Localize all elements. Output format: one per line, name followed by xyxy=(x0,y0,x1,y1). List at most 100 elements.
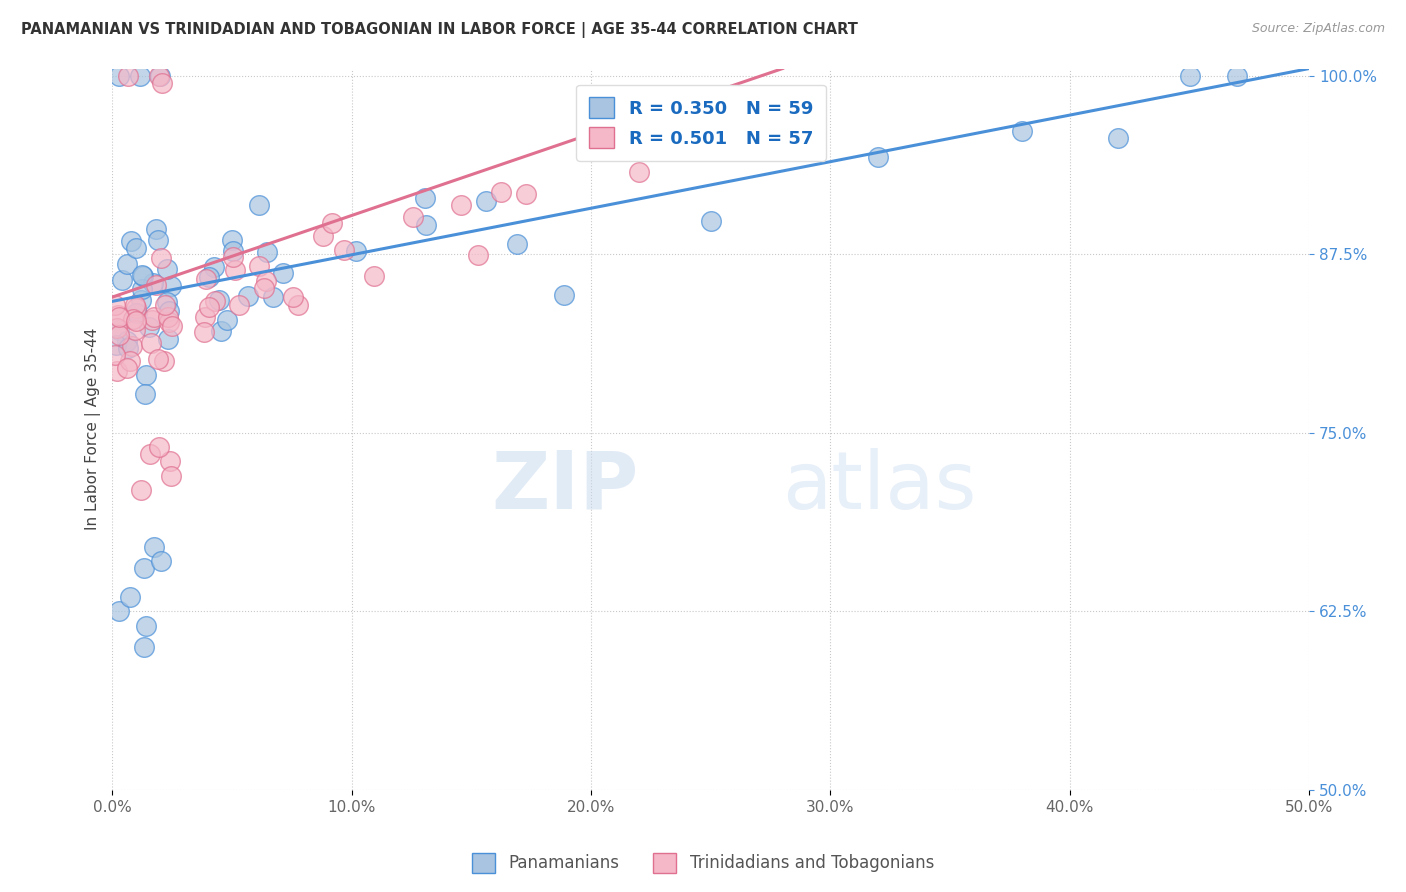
Point xyxy=(107,323,129,337)
Point xyxy=(489,185,512,199)
Point xyxy=(148,440,170,454)
Point xyxy=(475,194,498,209)
Point xyxy=(135,618,157,632)
Point xyxy=(194,271,217,285)
Point xyxy=(139,336,162,351)
Point xyxy=(149,69,172,83)
Point xyxy=(157,332,180,346)
Point xyxy=(228,298,250,312)
Point xyxy=(138,320,160,334)
Point xyxy=(150,76,173,90)
Point xyxy=(221,250,243,264)
Point xyxy=(131,282,153,296)
Point xyxy=(108,604,131,618)
Point xyxy=(159,454,181,468)
Point xyxy=(450,197,472,211)
Point xyxy=(1011,124,1033,138)
Point xyxy=(146,233,169,247)
Point xyxy=(506,236,529,251)
Text: PANAMANIAN VS TRINIDADIAN AND TOBAGONIAN IN LABOR FORCE | AGE 35-44 CORRELATION : PANAMANIAN VS TRINIDADIAN AND TOBAGONIAN… xyxy=(21,22,858,38)
Point xyxy=(160,279,183,293)
Point xyxy=(156,310,179,324)
Point xyxy=(224,263,246,277)
Point xyxy=(117,360,139,375)
Point xyxy=(104,348,127,362)
Text: Source: ZipAtlas.com: Source: ZipAtlas.com xyxy=(1251,22,1385,36)
Point xyxy=(402,210,425,224)
Point xyxy=(124,298,146,312)
Point xyxy=(107,308,129,322)
Legend: R = 0.350   N = 59, R = 0.501   N = 57: R = 0.350 N = 59, R = 0.501 N = 57 xyxy=(576,85,825,161)
Point xyxy=(157,315,180,329)
Point xyxy=(321,216,343,230)
Point xyxy=(153,353,176,368)
Point xyxy=(122,312,145,326)
Point xyxy=(105,320,128,334)
Point xyxy=(142,276,165,290)
Point xyxy=(145,277,167,292)
Point xyxy=(262,290,284,304)
Point xyxy=(1107,130,1129,145)
Point xyxy=(1226,69,1249,83)
Point xyxy=(194,310,217,324)
Point xyxy=(162,318,184,333)
Point xyxy=(149,554,172,568)
Point xyxy=(104,298,127,312)
Point xyxy=(344,244,367,259)
Point xyxy=(132,269,155,284)
Point xyxy=(515,187,537,202)
Point xyxy=(202,260,225,274)
Point xyxy=(125,306,148,320)
Point xyxy=(868,150,890,164)
Point xyxy=(125,305,148,319)
Point xyxy=(125,313,148,327)
Point xyxy=(247,260,270,274)
Point xyxy=(125,301,148,315)
Point xyxy=(159,468,181,483)
Point xyxy=(156,261,179,276)
Point xyxy=(125,241,148,255)
Point xyxy=(131,268,153,283)
Point xyxy=(105,337,128,351)
Point xyxy=(150,252,173,266)
Point xyxy=(134,386,156,401)
Point xyxy=(111,273,134,287)
Point xyxy=(148,69,170,83)
Point xyxy=(254,274,277,288)
Point xyxy=(221,244,243,258)
Point xyxy=(253,281,276,295)
Point xyxy=(153,298,176,312)
Point xyxy=(236,288,259,302)
Point xyxy=(145,222,167,236)
Point xyxy=(120,590,142,604)
Point xyxy=(156,294,179,309)
Point xyxy=(193,325,215,339)
Point xyxy=(363,269,385,284)
Point xyxy=(129,483,152,497)
Point xyxy=(287,298,309,312)
Point xyxy=(271,266,294,280)
Point xyxy=(197,269,219,284)
Point xyxy=(283,290,305,304)
Point xyxy=(467,248,489,262)
Point xyxy=(117,69,139,83)
Point xyxy=(108,69,131,83)
Point xyxy=(413,191,436,205)
Point xyxy=(247,198,270,212)
Point xyxy=(108,310,131,324)
Point xyxy=(256,244,278,259)
Point xyxy=(197,300,219,314)
Point xyxy=(117,341,139,355)
Point xyxy=(142,540,165,554)
Point xyxy=(553,288,575,302)
Point xyxy=(132,640,155,654)
Point xyxy=(415,218,437,232)
Point xyxy=(129,293,152,307)
Point xyxy=(118,353,141,368)
Text: ZIP: ZIP xyxy=(492,448,638,526)
Text: atlas: atlas xyxy=(783,448,977,526)
Point xyxy=(215,313,238,327)
Point xyxy=(204,294,226,309)
Legend: Panamanians, Trinidadians and Tobagonians: Panamanians, Trinidadians and Tobagonian… xyxy=(465,847,941,880)
Point xyxy=(139,447,162,461)
